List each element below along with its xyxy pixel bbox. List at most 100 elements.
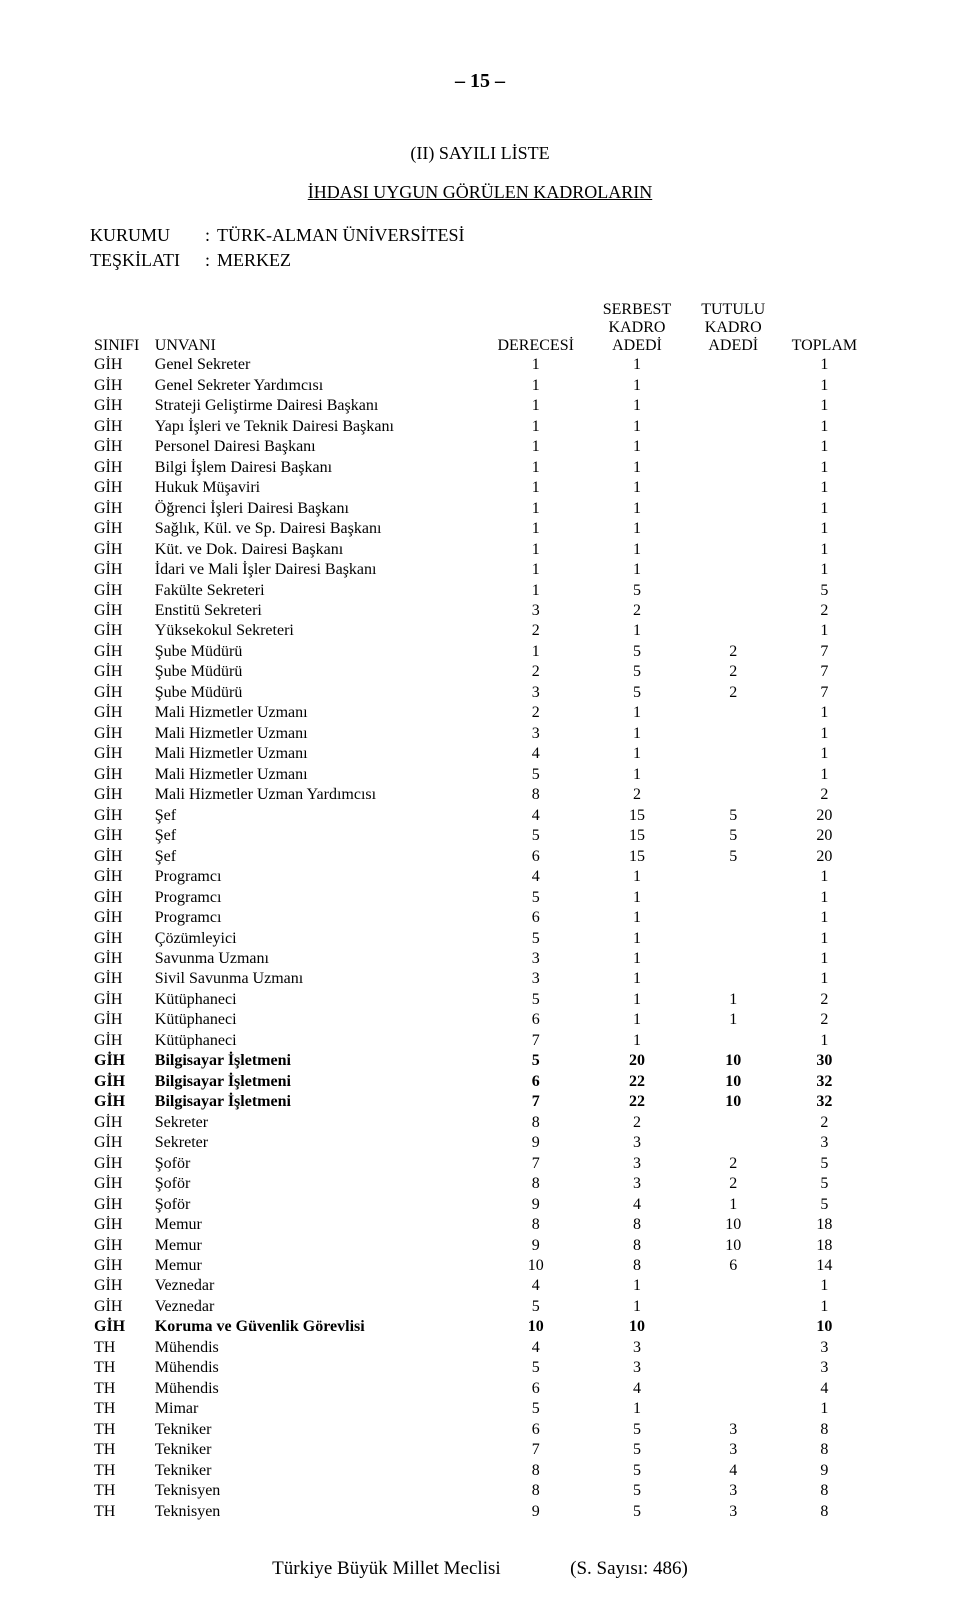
table-row: GİHŞoför9415 — [90, 1195, 870, 1215]
cell-sinifi: GİH — [90, 1072, 151, 1092]
cell-toplam: 30 — [779, 1051, 870, 1071]
table-row: GİHSekreter933 — [90, 1133, 870, 1153]
cell-serbest: 1 — [586, 1010, 687, 1030]
cell-derece: 1 — [485, 581, 586, 601]
cell-unvani: Bilgisayar İşletmeni — [151, 1051, 485, 1071]
th-unvani: UNVANI — [151, 337, 485, 355]
th-derecesi: DERECESİ — [485, 337, 586, 355]
cell-toplam: 8 — [779, 1481, 870, 1501]
table-row: GİHŞoför8325 — [90, 1174, 870, 1194]
cell-derece: 1 — [485, 519, 586, 539]
cell-toplam: 7 — [779, 642, 870, 662]
cell-serbest: 1 — [586, 437, 687, 457]
cell-sinifi: GİH — [90, 1174, 151, 1194]
cell-unvani: Yapı İşleri ve Teknik Dairesi Başkanı — [151, 417, 485, 437]
table-row: GİHŞube Müdürü1527 — [90, 642, 870, 662]
cell-unvani: Mali Hizmetler Uzman Yardımcısı — [151, 785, 485, 805]
cell-derece: 3 — [485, 683, 586, 703]
cell-derece: 1 — [485, 376, 586, 396]
th-serbest-1: SERBEST — [586, 301, 687, 319]
cell-tutulu — [688, 703, 779, 723]
cell-sinifi: GİH — [90, 1092, 151, 1112]
cell-toplam: 32 — [779, 1092, 870, 1112]
cell-unvani: Mali Hizmetler Uzmanı — [151, 724, 485, 744]
cell-serbest: 1 — [586, 417, 687, 437]
cell-derece: 5 — [485, 765, 586, 785]
cell-toplam: 1 — [779, 703, 870, 723]
cell-unvani: Kütüphaneci — [151, 1010, 485, 1030]
cell-sinifi: GİH — [90, 969, 151, 989]
table-row: GİHBilgisayar İşletmeni6221032 — [90, 1072, 870, 1092]
cell-sinifi: TH — [90, 1338, 151, 1358]
cell-derece: 9 — [485, 1502, 586, 1522]
cell-sinifi: GİH — [90, 1236, 151, 1256]
cell-sinifi: GİH — [90, 458, 151, 478]
kadro-table: SERBEST TUTULU KADRO KADRO SINIFI UNVANI… — [90, 301, 870, 1522]
cell-toplam: 2 — [779, 990, 870, 1010]
cell-tutulu — [688, 1358, 779, 1378]
cell-tutulu: 3 — [688, 1502, 779, 1522]
cell-derece: 2 — [485, 703, 586, 723]
cell-tutulu — [688, 1338, 779, 1358]
meta-teskilati-value: MERKEZ — [217, 248, 291, 273]
cell-unvani: Şube Müdürü — [151, 662, 485, 682]
cell-tutulu — [688, 949, 779, 969]
cell-toplam: 2 — [779, 1010, 870, 1030]
cell-derece: 9 — [485, 1195, 586, 1215]
cell-serbest: 1 — [586, 724, 687, 744]
cell-toplam: 8 — [779, 1502, 870, 1522]
cell-derece: 5 — [485, 1051, 586, 1071]
cell-derece: 1 — [485, 437, 586, 457]
cell-tutulu — [688, 417, 779, 437]
th-serbest-3: ADEDİ — [586, 337, 687, 355]
cell-toplam: 20 — [779, 847, 870, 867]
cell-toplam: 1 — [779, 560, 870, 580]
cell-unvani: Programcı — [151, 888, 485, 908]
table-row: THMimar511 — [90, 1399, 870, 1419]
cell-sinifi: GİH — [90, 683, 151, 703]
cell-tutulu: 1 — [688, 990, 779, 1010]
cell-unvani: Hukuk Müşaviri — [151, 478, 485, 498]
table-row: GİHEnstitü Sekreteri322 — [90, 601, 870, 621]
cell-serbest: 8 — [586, 1256, 687, 1276]
cell-tutulu: 10 — [688, 1236, 779, 1256]
cell-toplam: 1 — [779, 765, 870, 785]
cell-toplam: 1 — [779, 908, 870, 928]
cell-unvani: Strateji Geliştirme Dairesi Başkanı — [151, 396, 485, 416]
cell-toplam: 3 — [779, 1358, 870, 1378]
table-row: GİHMemur881018 — [90, 1215, 870, 1235]
cell-serbest: 3 — [586, 1174, 687, 1194]
cell-sinifi: GİH — [90, 478, 151, 498]
cell-unvani: Mali Hizmetler Uzmanı — [151, 703, 485, 723]
cell-unvani: Kütüphaneci — [151, 990, 485, 1010]
cell-derece: 8 — [485, 1481, 586, 1501]
cell-derece: 6 — [485, 1072, 586, 1092]
cell-unvani: Çözümleyici — [151, 929, 485, 949]
cell-tutulu: 2 — [688, 642, 779, 662]
cell-sinifi: TH — [90, 1358, 151, 1378]
cell-tutulu — [688, 499, 779, 519]
cell-tutulu — [688, 969, 779, 989]
cell-tutulu: 5 — [688, 847, 779, 867]
table-row: GİHŞoför7325 — [90, 1154, 870, 1174]
cell-tutulu — [688, 355, 779, 375]
cell-derece: 3 — [485, 724, 586, 744]
meta-colon: : — [205, 248, 217, 273]
table-row: GİHMali Hizmetler Uzman Yardımcısı822 — [90, 785, 870, 805]
table-row: GİHSağlık, Kül. ve Sp. Dairesi Başkanı11… — [90, 519, 870, 539]
cell-unvani: Veznedar — [151, 1276, 485, 1296]
cell-toplam: 3 — [779, 1338, 870, 1358]
cell-sinifi: GİH — [90, 826, 151, 846]
cell-tutulu — [688, 458, 779, 478]
cell-derece: 1 — [485, 540, 586, 560]
cell-derece: 7 — [485, 1031, 586, 1051]
cell-serbest: 15 — [586, 806, 687, 826]
table-row: GİHProgramcı511 — [90, 888, 870, 908]
cell-derece: 2 — [485, 621, 586, 641]
cell-sinifi: GİH — [90, 581, 151, 601]
cell-toplam: 1 — [779, 540, 870, 560]
cell-toplam: 1 — [779, 417, 870, 437]
table-head: SERBEST TUTULU KADRO KADRO SINIFI UNVANI… — [90, 301, 870, 355]
cell-serbest: 1 — [586, 1031, 687, 1051]
cell-tutulu — [688, 1379, 779, 1399]
